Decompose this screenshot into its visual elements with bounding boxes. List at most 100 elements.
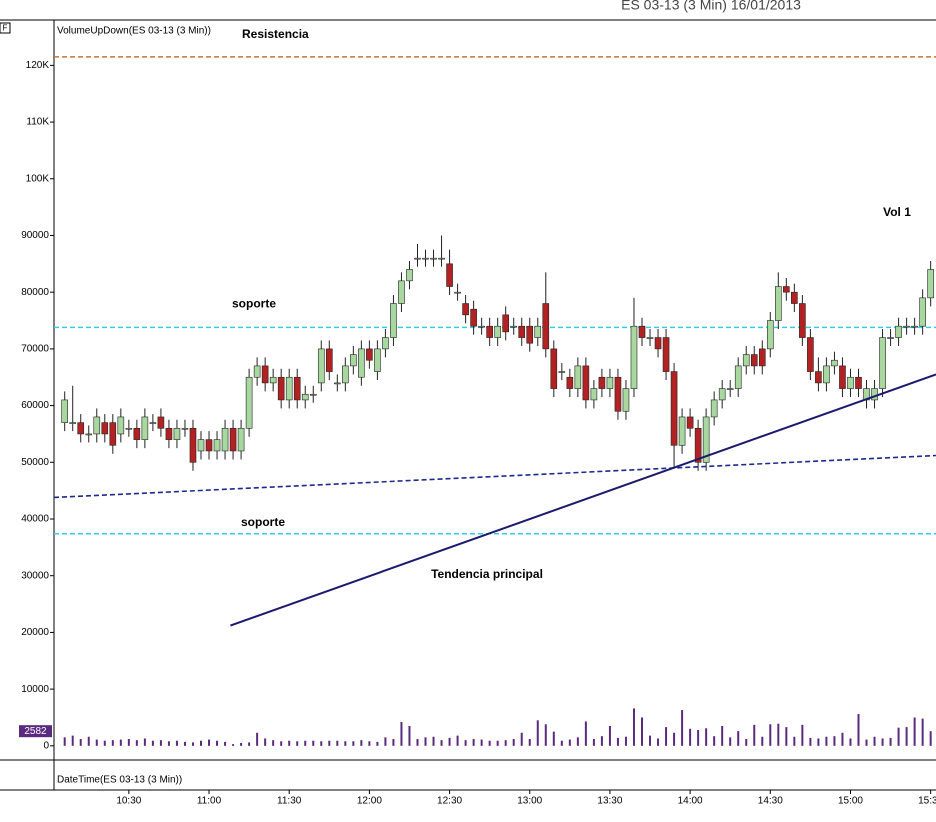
candle-body — [807, 337, 814, 372]
candle-body — [229, 427, 237, 452]
candle-body — [141, 416, 149, 440]
candle-body — [398, 280, 405, 304]
candle-body — [847, 376, 854, 389]
candle-body — [149, 422, 157, 424]
candle-body — [61, 399, 68, 423]
candle-body — [590, 388, 598, 401]
candle-body — [269, 376, 277, 384]
x-tick-label: 15:00 — [838, 796, 863, 807]
candle-body — [454, 291, 461, 294]
candle-body — [93, 416, 101, 435]
chart-title: ES 03-13 (3 Min) 16/01/2013 — [621, 0, 801, 13]
candle-body — [69, 422, 77, 424]
candle-body — [823, 365, 830, 384]
x-tick-label: 12:00 — [357, 796, 382, 807]
candle-body — [205, 439, 213, 452]
candle-body — [598, 376, 606, 389]
candle-body — [550, 348, 558, 389]
candle-body — [726, 388, 734, 390]
candle-body — [791, 291, 798, 304]
y-tick-label: 20000 — [21, 627, 49, 638]
candle-body — [261, 365, 269, 384]
candle-body — [871, 388, 878, 401]
candle-body — [438, 257, 445, 260]
candle-body — [574, 365, 582, 389]
y-tick-label: 50000 — [21, 457, 49, 468]
candle-body — [422, 257, 429, 260]
candle-body — [646, 337, 654, 339]
y-tick-label: 40000 — [21, 514, 49, 525]
level-label: soporte — [232, 297, 276, 311]
panel-button[interactable] — [0, 22, 11, 34]
indicator-name: VolumeUpDown(ES 03-13 (3 Min)) — [57, 26, 211, 37]
y-tick-label: 80000 — [21, 287, 49, 298]
candle-body — [911, 325, 918, 328]
volume-marker-label: 2582 — [24, 726, 47, 737]
candle-body — [213, 439, 221, 452]
candle-body — [342, 365, 349, 384]
candle-body — [133, 427, 141, 440]
candle-body — [895, 325, 902, 338]
panel-button-label[interactable]: F — [3, 24, 8, 33]
candle-body — [919, 297, 926, 327]
candle-body — [237, 427, 245, 452]
candle-body — [317, 348, 325, 384]
x-tick-label: 15:30 — [918, 796, 936, 807]
candle-body — [157, 416, 165, 429]
candle-body — [221, 427, 229, 452]
candle-body — [510, 325, 518, 328]
level-label: Resistencia — [242, 27, 309, 41]
candle-body — [117, 416, 125, 435]
x-tick-label: 14:30 — [758, 796, 783, 807]
candle-body — [654, 337, 662, 350]
candle-body — [470, 308, 477, 327]
candle-body — [670, 371, 678, 446]
candle-body — [855, 376, 862, 389]
candle-body — [566, 376, 574, 389]
x-tick-label: 11:00 — [197, 796, 222, 807]
candle-body — [125, 427, 133, 430]
candle-body — [694, 427, 702, 463]
candle-body — [622, 388, 630, 412]
candle-body — [109, 422, 117, 446]
candle-body — [77, 422, 85, 435]
x-tick-label: 13:30 — [597, 796, 622, 807]
candle-body — [406, 269, 413, 282]
y-tick-label: 120K — [26, 60, 50, 71]
candle-body — [374, 348, 381, 372]
candle-body — [630, 325, 638, 389]
candle-body — [446, 263, 453, 287]
candle-body — [927, 269, 934, 299]
y-tick-label: 30000 — [21, 570, 49, 581]
trend-label: Tendencia principal — [431, 567, 543, 581]
candle-body — [382, 337, 389, 350]
x-axis-label: DateTime(ES 03-13 (3 Min)) — [57, 775, 182, 786]
candle-body — [558, 371, 566, 373]
candle-body — [494, 325, 501, 338]
x-tick-label: 10:30 — [116, 796, 141, 807]
candle-body — [350, 354, 357, 367]
candle-body — [758, 348, 766, 367]
candle-body — [638, 325, 646, 338]
annotation: Vol 1 — [883, 205, 911, 219]
candle-body — [334, 382, 341, 385]
candle-body — [462, 303, 469, 316]
candle-body — [293, 376, 301, 401]
candle-body — [534, 325, 542, 338]
candle-body — [390, 303, 397, 338]
candle-body — [815, 371, 822, 384]
candle-body — [606, 376, 614, 389]
candle-body — [486, 325, 493, 338]
candle-body — [309, 393, 317, 396]
candle-body — [101, 422, 109, 435]
candle-body — [85, 433, 93, 436]
candle-body — [197, 439, 205, 452]
x-tick-label: 12:30 — [437, 796, 462, 807]
candle-body — [181, 427, 189, 430]
candle-body — [678, 416, 686, 446]
candle-body — [245, 376, 253, 429]
candle-body — [253, 365, 261, 378]
candle-body — [742, 354, 750, 367]
candle-body — [189, 427, 197, 463]
